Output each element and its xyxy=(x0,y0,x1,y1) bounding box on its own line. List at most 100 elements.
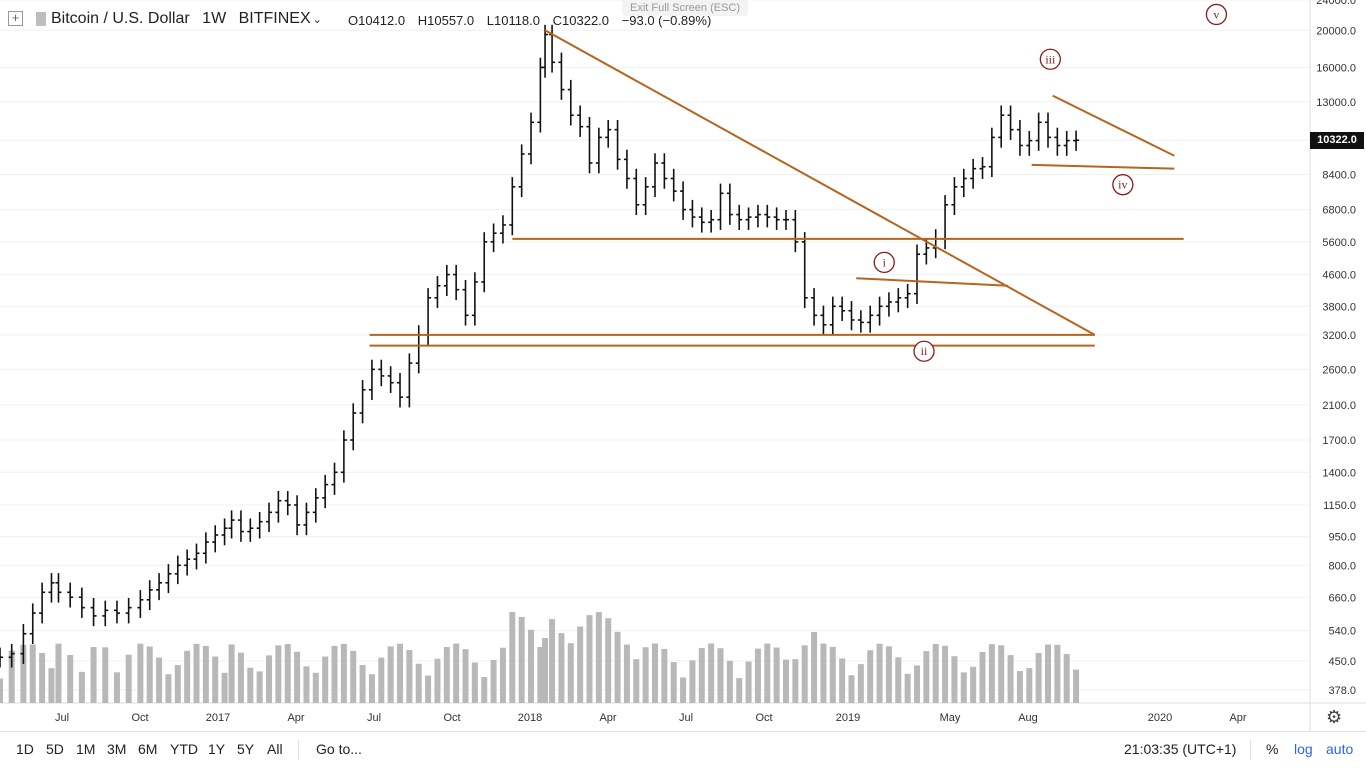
high-value: H10557.0 xyxy=(417,13,475,28)
range-ytd[interactable]: YTD xyxy=(170,741,198,757)
volume-bar xyxy=(736,678,743,703)
y-tick-label: 800.0 xyxy=(1328,560,1356,572)
volume-bar xyxy=(481,677,488,703)
volume-bar xyxy=(829,646,836,703)
volume-bar xyxy=(499,647,506,703)
x-tick-label: Jul xyxy=(367,712,381,724)
volume-bar xyxy=(820,643,827,703)
volume-bar xyxy=(48,668,55,703)
exit-fullscreen-button[interactable]: Exit Full Screen (ESC) xyxy=(622,0,749,16)
y-tick-label: 450.0 xyxy=(1328,656,1356,668)
volume-bar xyxy=(914,665,920,703)
goto-button[interactable]: Go to... xyxy=(316,741,362,757)
symbol-name: Bitcoin / U.S. Dollar xyxy=(51,10,190,27)
low-value: L10118.0 xyxy=(486,13,541,28)
volume-bar xyxy=(368,674,375,703)
volume-bar xyxy=(558,633,565,703)
volume-bar xyxy=(1073,669,1080,703)
range-all[interactable]: All xyxy=(267,741,283,757)
wave-label-circle xyxy=(1112,174,1134,196)
volume-bar xyxy=(0,678,3,703)
range-1y[interactable]: 1Y xyxy=(208,741,226,757)
x-tick-label: May xyxy=(940,712,961,724)
range-5y[interactable]: 5Y xyxy=(237,741,255,757)
wave-label: iv xyxy=(1118,178,1127,192)
volume-bar xyxy=(184,650,191,703)
volume-bar xyxy=(717,648,724,703)
volume-bar xyxy=(745,661,752,703)
gear-icon[interactable]: ⚙ xyxy=(1326,707,1343,727)
volume-bar xyxy=(783,659,789,703)
volume-bar xyxy=(633,659,640,703)
volume-bar xyxy=(453,643,460,703)
volume-bar xyxy=(754,648,761,703)
volume-bar xyxy=(577,626,584,703)
trendline xyxy=(544,29,1096,336)
expand-icon[interactable]: + xyxy=(8,11,23,26)
auto-toggle[interactable]: auto xyxy=(1326,741,1354,757)
range-6m[interactable]: 6M xyxy=(138,741,158,757)
divider xyxy=(298,740,299,760)
volume-bar xyxy=(78,671,85,703)
volume-bar xyxy=(549,619,556,703)
exchange: BITFINEX xyxy=(238,10,311,27)
range-3m[interactable]: 3M xyxy=(107,741,127,757)
y-tick-label: 2100.0 xyxy=(1322,400,1356,412)
volume-bar xyxy=(471,662,478,703)
wave-label: ii xyxy=(921,344,928,358)
volume-bar xyxy=(542,638,549,703)
volume-bar xyxy=(312,672,319,703)
volume-bar xyxy=(256,671,263,703)
chevron-down-icon[interactable]: ⌄ xyxy=(312,14,322,26)
wave-label: i xyxy=(883,255,887,269)
y-tick-label: 3800.0 xyxy=(1322,301,1356,313)
volume-bar xyxy=(708,643,715,703)
volume-bar xyxy=(988,644,995,703)
volume-bar xyxy=(960,672,967,703)
wave-label-circle xyxy=(1039,48,1061,70)
volume-bar xyxy=(415,663,422,703)
change-value: −93.0 (−0.89%) xyxy=(621,13,712,28)
range-5d[interactable]: 5D xyxy=(46,741,64,757)
volume-bar xyxy=(406,650,413,703)
range-1m[interactable]: 1M xyxy=(76,741,96,757)
y-tick-label: 16000.0 xyxy=(1316,62,1356,74)
trendline xyxy=(1052,94,1175,157)
symbol-square-icon xyxy=(36,12,46,26)
symbol-title[interactable]: Bitcoin / U.S. Dollar 1W BITFINEX ⌄ xyxy=(51,10,322,28)
volume-bar xyxy=(895,657,902,703)
volume-bar xyxy=(284,644,291,703)
volume-bar xyxy=(20,644,27,703)
volume-bar xyxy=(425,675,432,703)
x-tick-label: Jul xyxy=(55,712,69,724)
log-toggle[interactable]: log xyxy=(1294,741,1313,757)
volume-bar xyxy=(923,651,930,703)
volume-bar xyxy=(623,644,630,703)
volume-bar xyxy=(951,656,958,703)
volume-bar xyxy=(165,674,172,703)
volume-bar xyxy=(998,645,1005,703)
x-tick-label: Apr xyxy=(1229,712,1246,724)
volume-bar xyxy=(266,655,273,703)
volume-bar xyxy=(359,665,366,703)
volume-bar xyxy=(1063,654,1070,703)
volume-bar xyxy=(811,631,818,703)
volume-bar xyxy=(970,666,977,703)
y-tick-label: 20000.0 xyxy=(1316,25,1356,37)
volume-bar xyxy=(567,643,574,703)
volume-bar xyxy=(212,656,219,703)
volume-bar xyxy=(698,647,705,703)
range-1d[interactable]: 1D xyxy=(16,741,34,757)
x-tick-label: Apr xyxy=(287,712,304,724)
volume-bar xyxy=(614,631,621,703)
volume-bar xyxy=(528,629,535,703)
volume-bar xyxy=(885,646,892,703)
volume-bar xyxy=(518,616,525,703)
percent-toggle[interactable]: % xyxy=(1266,741,1279,757)
trendline xyxy=(1031,163,1175,170)
volume-bar xyxy=(490,659,497,703)
x-tick-label: Aug xyxy=(1018,712,1038,724)
volume-bar xyxy=(221,672,228,703)
last-price-label: 10322.0 xyxy=(1310,132,1364,150)
